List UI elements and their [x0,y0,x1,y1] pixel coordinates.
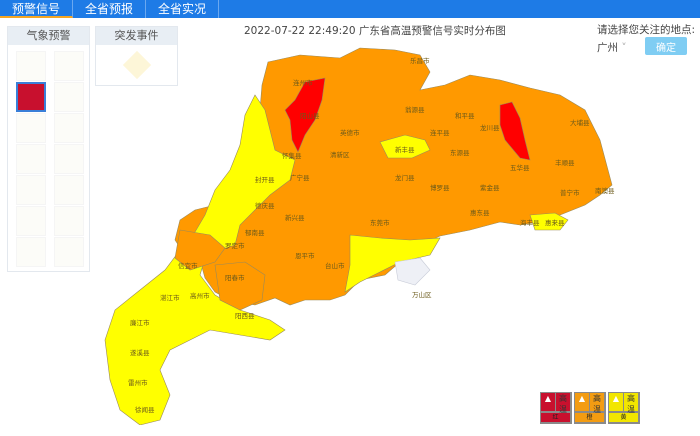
map-label: 乐昌市 [410,56,430,65]
region-hongkong [394,257,431,286]
map-label: 大埔县 [570,118,590,127]
legend-level: 红 [541,413,570,422]
region-orange-yangjiang [214,261,266,311]
region-red-yangshan [284,77,326,153]
region-red-xingning [499,101,531,161]
location-value: 广州 [597,42,618,54]
warning-type-icon[interactable] [16,51,46,81]
region-yellow-xinfeng [379,134,431,159]
map-label: 博罗县 [430,183,450,192]
map-label: 丰顺县 [555,158,575,167]
map-label: 信宜市 [178,261,198,270]
map-label: 高州市 [190,291,210,300]
map-label: 五华县 [510,163,530,172]
map-label: 惠东县 [470,208,490,217]
map-label: 罗定市 [225,241,245,250]
map-label: 东源县 [450,148,470,157]
warning-type-icon[interactable] [16,144,46,174]
warning-type-icon[interactable] [54,144,84,174]
map-label: 怀集县 [282,151,302,160]
map-label: 龙川县 [480,123,500,132]
legend: ▲ 高温红 ▲ 高温橙 ▲ 高温黄 [540,392,640,424]
tab-warning-signal[interactable]: 预警信号 [0,0,74,18]
map-label: 南澳县 [595,186,615,195]
region-yellow-coast [344,234,441,293]
map-label: 连州市 [293,78,313,87]
map-label: 封开县 [255,175,275,184]
map-label: 东莞市 [370,218,390,227]
map-label: 海丰县 [520,218,540,227]
map-label: 广宁县 [290,173,310,182]
tab-province-live[interactable]: 全省实况 [146,0,220,18]
map-label: 龙门县 [395,173,415,182]
tab-emergency[interactable]: 突发事件 [96,27,177,45]
map-label: 阳山县 [300,111,320,120]
map-label: 和平县 [455,111,475,120]
warning-type-icon[interactable] [16,237,46,267]
legend-text: 高温 [624,393,638,414]
legend-level: 黄 [609,413,638,422]
warning-type-icon[interactable] [54,51,84,81]
confirm-button[interactable]: 确定 [645,37,687,55]
legend-item-黄: ▲ 高温黄 [608,392,640,424]
tab-weather-warning[interactable]: 气象预警 [8,27,89,45]
map-label: 郁南县 [245,228,265,237]
map-label: 连平县 [430,128,450,137]
map-label: 德庆县 [255,201,275,210]
map-label: 英德市 [340,128,360,137]
thermometer-icon: ▲ [609,393,623,411]
map-label: 徐闻县 [135,405,155,414]
map-label: 湛江市 [160,293,180,302]
region-orange-southwest [174,229,226,271]
map-label: 阳西县 [235,311,255,320]
warning-type-icon[interactable] [54,82,84,112]
map-label: 万山区 [412,290,432,299]
legend-text: 高温 [590,393,604,414]
map-label: 遂溪县 [130,348,150,357]
heat-warning-icon[interactable] [16,82,46,112]
legend-item-红: ▲ 高温红 [540,392,572,424]
map-label: 清新区 [330,150,350,159]
weather-warning-panel: 气象预警 [7,26,90,272]
map-label: 新丰县 [395,145,415,154]
map-label: 雷州市 [128,378,148,387]
location-label: 请选择您关注的地点: [597,24,696,36]
warning-type-icon[interactable] [16,206,46,236]
warning-type-icon[interactable] [54,113,84,143]
region-yellow-huilai [529,212,569,231]
top-nav: 预警信号 全省预报 全省实况 [0,0,700,18]
thermometer-icon: ▲ [575,393,589,411]
map-label: 恩平市 [295,251,315,260]
map-label: 廉江市 [130,318,150,327]
map-label: 翁源县 [405,105,425,114]
emergency-panel: 突发事件 [95,26,178,86]
map-label: 台山市 [325,261,345,270]
legend-item-橙: ▲ 高温橙 [574,392,606,424]
map-label: 普宁市 [560,188,580,197]
thermometer-icon: ▲ [541,393,555,411]
warning-type-icon[interactable] [54,237,84,267]
map-label: 惠来县 [545,218,565,227]
warning-type-icon[interactable] [16,113,46,143]
warning-type-icon[interactable] [54,206,84,236]
tab-province-forecast[interactable]: 全省预报 [73,0,147,18]
map-label: 新兴县 [285,213,305,222]
page-title: 2022-07-22 22:49:20 广东省高温预警信号实时分布图 [244,25,506,37]
location-select[interactable]: 广州 ˅ [597,40,627,55]
map-label: 紫金县 [480,183,500,192]
chevron-down-icon: ˅ [621,42,627,54]
map-label: 阳春市 [225,273,245,282]
legend-text: 高温 [556,393,570,414]
warning-type-icon[interactable] [54,175,84,205]
warning-type-icon[interactable] [16,175,46,205]
legend-level: 橙 [575,413,604,422]
